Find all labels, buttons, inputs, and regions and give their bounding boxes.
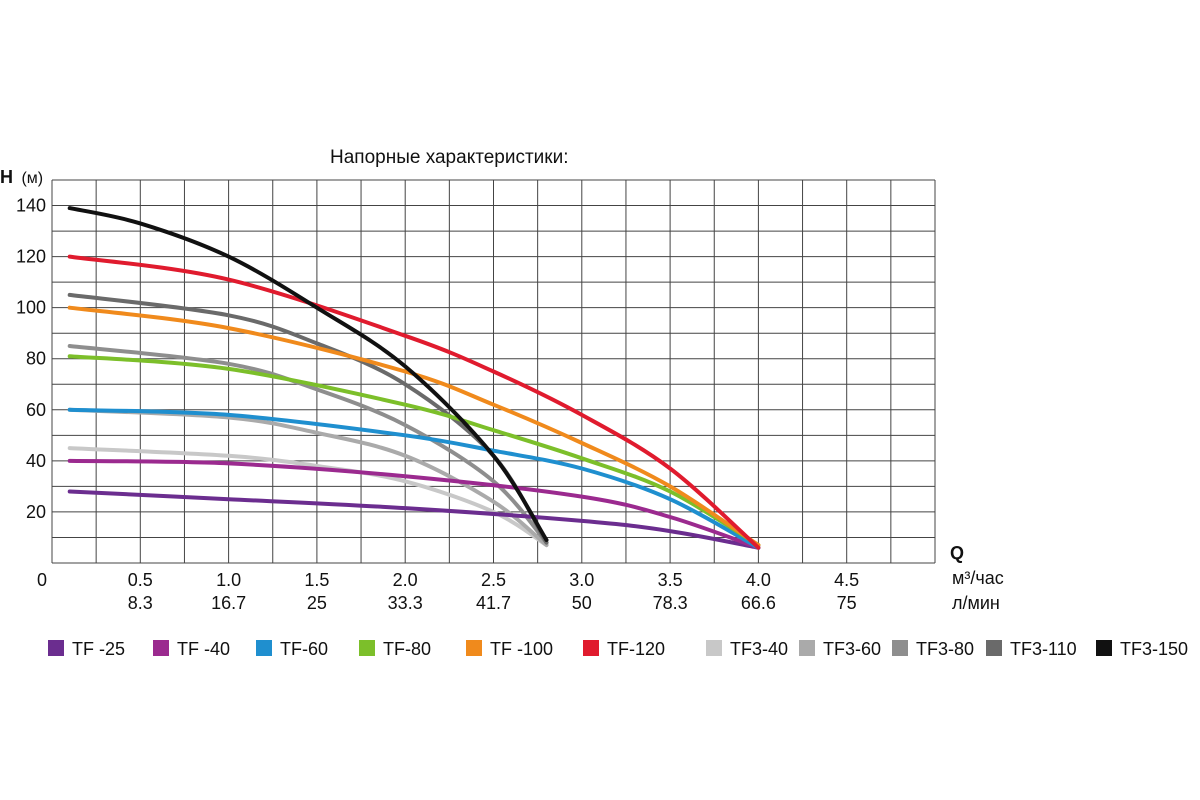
- series-line-tf-40: [67, 458, 761, 550]
- x-tick-label-m3h: 1.0: [216, 570, 241, 590]
- x-tick-label-m3h: 1.5: [304, 570, 329, 590]
- legend-swatch: [892, 640, 908, 656]
- legend-label: TF3-40: [730, 639, 788, 659]
- x-tick-label-m3h: 4.5: [834, 570, 859, 590]
- legend-item-tf-25: TF -25: [48, 639, 125, 659]
- x-unit-lmin: л/мин: [952, 593, 1000, 613]
- legend-item-tf3-110: TF3-110: [986, 639, 1077, 659]
- x-tick-label-m3h: 3.0: [569, 570, 594, 590]
- legend-item-tf-60: TF-60: [256, 639, 328, 659]
- x-tick-label-lmin: 25: [307, 593, 327, 613]
- x-tick-label-lmin: 75: [837, 593, 857, 613]
- y-axis-label-unit: (м): [21, 170, 43, 187]
- legend-label: TF3-150: [1120, 639, 1188, 659]
- series-lines: [67, 206, 761, 550]
- legend-swatch: [359, 640, 375, 656]
- y-tick-label: 20: [26, 502, 46, 522]
- series-line-tf-120: [67, 254, 761, 550]
- y-tick-label: 40: [26, 451, 46, 471]
- legend-item-tf-40: TF -40: [153, 639, 230, 659]
- legend-label: TF-120: [607, 639, 665, 659]
- x-tick-label-m3h: 4.0: [746, 570, 771, 590]
- legend-label: TF3-60: [823, 639, 881, 659]
- y-tick-label: 120: [16, 247, 46, 267]
- series-line-tf3-80: [67, 344, 549, 545]
- y-tick-labels: 20 40 60 80 100 120 140: [16, 196, 46, 522]
- series-line-tf-80: [67, 354, 761, 548]
- legend-label: TF3-110: [1010, 639, 1077, 659]
- series-line-tf3-60: [67, 407, 549, 548]
- y-tick-label: 100: [16, 298, 46, 318]
- legend-item-tf-100: TF -100: [466, 639, 553, 659]
- legend-item-tf3-60: TF3-60: [799, 639, 881, 659]
- y-tick-label: 140: [16, 196, 46, 216]
- x-tick-label-m3h: 3.5: [658, 570, 683, 590]
- x-tick-label-m3h: 0.5: [128, 570, 153, 590]
- legend-swatch: [466, 640, 482, 656]
- legend-label: TF3-80: [916, 639, 974, 659]
- legend-label: TF-60: [280, 639, 328, 659]
- legend-swatch: [706, 640, 722, 656]
- legend-item-tf3-150: TF3-150: [1096, 639, 1188, 659]
- x-axis-label: Q: [950, 543, 964, 563]
- x-tick-label-lmin: 41.7: [476, 593, 511, 613]
- legend-item-tf3-40: TF3-40: [706, 639, 788, 659]
- legend-swatch: [986, 640, 1002, 656]
- legend-item-tf-80: TF-80: [359, 639, 431, 659]
- x-tick-label-lmin: 66.6: [741, 593, 776, 613]
- x-origin-label: 0: [37, 570, 47, 590]
- legend-swatch: [48, 640, 64, 656]
- y-tick-label: 60: [26, 400, 46, 420]
- x-tick-label-m3h: 2.5: [481, 570, 506, 590]
- legend-label: TF -40: [177, 639, 230, 659]
- series-line-tf3-150: [67, 206, 549, 542]
- series-line-tf-60: [67, 407, 761, 550]
- y-axis-label-symbol: H: [0, 167, 13, 187]
- series-line-tf-100: [67, 305, 761, 548]
- legend-swatch: [153, 640, 169, 656]
- grid: [51, 179, 936, 564]
- x-tick-label-m3h: 2.0: [393, 570, 418, 590]
- x-unit-m3h: м³/час: [952, 568, 1004, 588]
- x-tick-label-lmin: 8.3: [128, 593, 153, 613]
- x-tick-label-lmin: 50: [572, 593, 592, 613]
- y-tick-label: 80: [26, 349, 46, 369]
- legend-swatch: [1096, 640, 1112, 656]
- chart-title: Напорные характеристики:: [330, 147, 568, 168]
- legend-item-tf3-80: TF3-80: [892, 639, 974, 659]
- legend-swatch: [799, 640, 815, 656]
- legend-swatch: [256, 640, 272, 656]
- y-axis-label: H (м): [0, 167, 43, 187]
- x-tick-label-lmin: 78.3: [653, 593, 688, 613]
- legend-item-tf-120: TF-120: [583, 639, 665, 659]
- x-tick-label-lmin: 16.7: [211, 593, 246, 613]
- x-tick-label-lmin: 33.3: [388, 593, 423, 613]
- legend-label: TF-80: [383, 639, 431, 659]
- legend-label: TF -25: [72, 639, 125, 659]
- x-tick-labels: 0.5 8.3 1.0 16.7 1.5 25 2.0 33.3 2.5 41.7 3.0 50 3.5…: [128, 570, 859, 613]
- legend: TF -25 TF -40 TF-60 TF-80 TF -100 TF-120 TF3-4…: [48, 639, 1188, 659]
- legend-label: TF -100: [490, 639, 553, 659]
- legend-swatch: [583, 640, 599, 656]
- series-line-tf-25: [67, 489, 761, 550]
